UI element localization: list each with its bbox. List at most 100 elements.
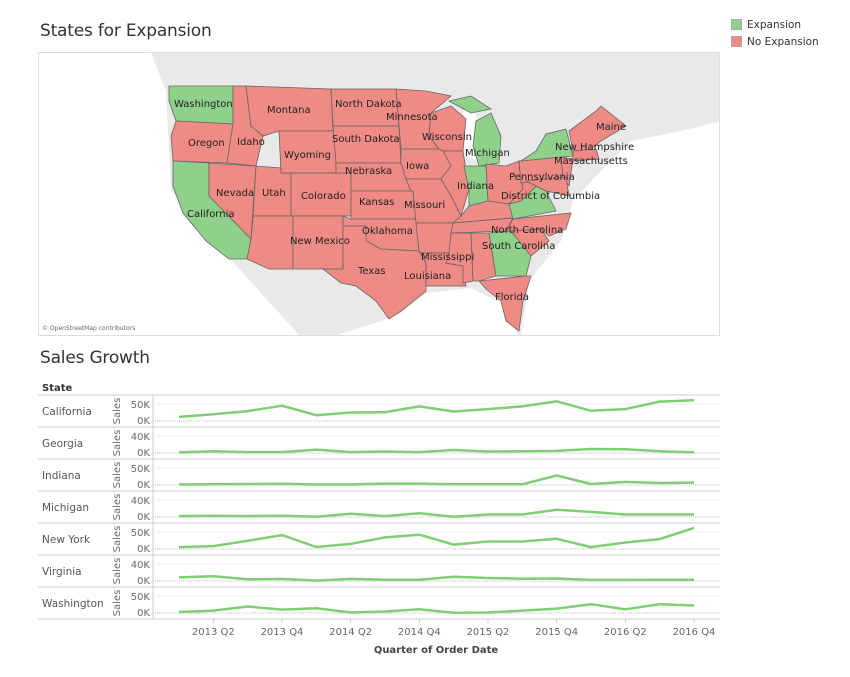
state-label: Oregon xyxy=(188,138,225,149)
state-maryland[interactable] xyxy=(524,176,570,197)
y-axis-title: Sales xyxy=(112,430,123,457)
y-axis-title: Sales xyxy=(112,526,123,553)
state-label: Pennsylvania xyxy=(509,172,575,183)
state-label: South Carolina xyxy=(482,241,555,252)
y-tick-label: 0K xyxy=(137,416,150,427)
sales-line xyxy=(178,508,694,519)
chart-title: Sales Growth xyxy=(40,348,150,368)
x-tick-label: 2014 Q4 xyxy=(398,627,441,638)
legend-swatch-expansion xyxy=(731,19,742,30)
legend-label: No Expansion xyxy=(747,35,819,48)
state-label: North Carolina xyxy=(491,225,563,236)
state-label: Florida xyxy=(495,292,529,303)
state-label: California xyxy=(187,209,235,220)
state-label: Colorado xyxy=(301,191,346,202)
state-label: Nevada xyxy=(216,188,254,199)
legend-label: Expansion xyxy=(747,18,802,31)
legend-swatch-no-expansion xyxy=(731,36,742,47)
state-arkansas[interactable] xyxy=(415,222,454,254)
y-tick-label: 50K xyxy=(131,528,151,539)
row-indiana: Indiana Sales 50K 0K xyxy=(38,459,720,492)
row-label: Virginia xyxy=(42,566,82,578)
gulf-of-mexico xyxy=(337,288,518,335)
x-tick-label: 2014 Q2 xyxy=(329,627,372,638)
state-label: New Mexico xyxy=(290,236,350,247)
state-michigan[interactable] xyxy=(472,112,502,167)
state-florida[interactable] xyxy=(478,275,532,332)
map-title: States for Expansion xyxy=(40,21,212,41)
state-label: Wyoming xyxy=(284,150,331,161)
state-label: District of Columbia xyxy=(501,191,600,202)
state-michigan-up[interactable] xyxy=(447,95,493,114)
state-label: Massachusetts xyxy=(554,156,628,167)
x-tick-label: 2015 Q2 xyxy=(467,627,510,638)
y-tick-label: 50K xyxy=(131,464,151,475)
pacific-ocean xyxy=(39,53,300,335)
y-axis-title: Sales xyxy=(112,398,123,425)
state-label: North Dakota xyxy=(335,99,402,110)
state-label: Nebraska xyxy=(345,166,392,177)
state-label: Montana xyxy=(267,105,311,116)
row-label: California xyxy=(42,406,92,418)
y-axis-title: Sales xyxy=(112,590,123,617)
y-tick-label: 0K xyxy=(137,448,150,459)
legend-item-no-expansion[interactable]: No Expansion xyxy=(731,33,819,50)
legend-item-expansion[interactable]: Expansion xyxy=(731,16,819,33)
us-map[interactable]: Washington Oregon California Idaho Montana Ne… xyxy=(38,52,720,336)
y-axis-title: Sales xyxy=(112,558,123,585)
row-georgia: Georgia Sales 40K 0K xyxy=(38,427,720,460)
row-california: California Sales 50K 0K xyxy=(38,395,720,428)
row-label: Georgia xyxy=(42,438,83,450)
state-label: Utah xyxy=(262,188,286,199)
state-label: Washington xyxy=(174,99,233,110)
y-tick-label: 0K xyxy=(137,576,150,587)
atlantic-ocean xyxy=(521,121,719,335)
y-tick-label: 50K xyxy=(131,400,151,411)
state-texas[interactable] xyxy=(321,225,427,320)
x-tick-label: 2015 Q4 xyxy=(535,627,578,638)
state-massachusetts[interactable] xyxy=(572,148,600,162)
state-illinois[interactable] xyxy=(440,150,470,218)
state-label: Michigan xyxy=(465,148,510,159)
state-north-carolina[interactable] xyxy=(505,212,572,237)
x-tick-label: 2013 Q2 xyxy=(192,627,235,638)
x-tick-label: 2016 Q2 xyxy=(604,627,647,638)
state-label: Minnesota xyxy=(386,112,438,123)
state-label: South Dakota xyxy=(332,134,400,145)
map-credit: © OpenStreetMap contributors xyxy=(42,325,136,332)
row-label: New York xyxy=(42,534,91,546)
row-label: Washington xyxy=(42,598,104,610)
row-header: State xyxy=(42,383,73,394)
color-legend: Expansion No Expansion xyxy=(731,16,819,50)
state-label: Missouri xyxy=(404,200,445,211)
state-label: Mississippi xyxy=(421,252,474,263)
row-label: Indiana xyxy=(42,470,81,482)
y-tick-label: 0K xyxy=(137,480,150,491)
y-tick-label: 50K xyxy=(131,592,151,603)
state-label: Louisiana xyxy=(404,271,451,282)
state-label: New Hampshire xyxy=(555,142,634,153)
y-axis-title: Sales xyxy=(112,462,123,489)
state-label: Wisconsin xyxy=(422,132,472,143)
map-canvas[interactable]: Washington Oregon California Idaho Montana Ne… xyxy=(38,52,720,336)
state-arizona[interactable] xyxy=(246,215,294,270)
sales-line xyxy=(178,447,695,454)
x-axis-title: Quarter of Order Date xyxy=(374,645,499,656)
state-oregon[interactable] xyxy=(170,120,234,164)
sales-line xyxy=(178,575,694,582)
row-new-york: New York Sales 50K 0K xyxy=(38,523,720,556)
state-label: Oklahoma xyxy=(362,226,413,237)
state-new-jersey[interactable] xyxy=(560,156,574,188)
y-axis-title: Sales xyxy=(112,494,123,521)
state-label: Texas xyxy=(357,266,386,277)
state-alabama[interactable] xyxy=(470,232,497,282)
y-tick-label: 0K xyxy=(137,512,150,523)
row-virginia: Virginia Sales 40K 0K xyxy=(38,555,720,588)
state-label: Maine xyxy=(596,122,626,133)
y-tick-label: 0K xyxy=(137,544,150,555)
x-tick-label: 2016 Q4 xyxy=(673,627,716,638)
state-label: Kansas xyxy=(359,197,394,208)
state-label: Indiana xyxy=(457,181,494,192)
row-label: Michigan xyxy=(42,502,89,514)
